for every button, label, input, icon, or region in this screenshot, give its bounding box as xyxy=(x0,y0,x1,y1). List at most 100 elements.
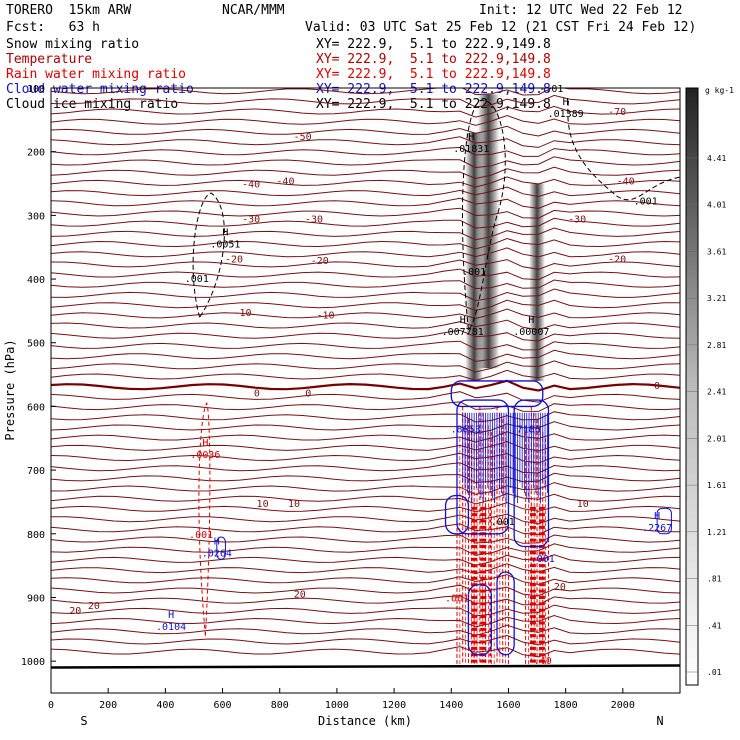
maximum-value: .7186 xyxy=(511,424,541,435)
temperature-contour xyxy=(51,462,680,474)
temperature-contour xyxy=(51,319,680,331)
temperature-label: 0 xyxy=(654,381,660,392)
temperature-contour xyxy=(51,482,680,495)
temperature-label: 20 xyxy=(294,590,306,601)
temperature-contour xyxy=(51,584,680,597)
temperature-label: -10 xyxy=(316,311,334,322)
cloud-ice-contour xyxy=(461,100,506,331)
temperature-contour xyxy=(51,502,680,513)
maximum-value: .2267 xyxy=(642,523,672,534)
rain-contour xyxy=(198,402,211,636)
temperature-contour xyxy=(51,452,680,464)
temperature-label: 20 xyxy=(554,582,566,593)
temperature-contour xyxy=(51,349,680,362)
snow-shading xyxy=(529,183,546,381)
temperature-label: 0 xyxy=(254,388,260,399)
temperature-label: -30 xyxy=(568,215,586,226)
maximum-h-marker: H xyxy=(222,228,228,239)
maximum-value: .01389 xyxy=(548,109,584,120)
y-tick-label: 500 xyxy=(27,339,45,350)
maximum-value: .0264 xyxy=(202,549,232,560)
model-title: TORERO 15km ARW xyxy=(6,3,132,18)
y-tick-label: 200 xyxy=(27,148,45,159)
temperature-contour xyxy=(51,176,680,188)
temperature-label: -50 xyxy=(294,132,312,143)
x-tick-label: 400 xyxy=(156,700,174,711)
temperature-contour xyxy=(51,513,680,525)
ground-line xyxy=(51,664,680,669)
temperature-label: -20 xyxy=(608,255,626,266)
temperature-contour xyxy=(51,624,680,636)
temperature-label: -30 xyxy=(242,215,260,226)
contour-value-label: -.01 xyxy=(539,84,563,95)
legend-label-rain: Rain water mixing ratio xyxy=(6,67,187,82)
temperature-contour xyxy=(51,563,680,575)
y-tick-label: 800 xyxy=(27,530,45,541)
legend-label-cloud-water: Cloud water mixing ratio xyxy=(6,82,194,97)
init-time: Init: 12 UTC Wed 22 Feb 12 xyxy=(479,3,683,18)
cloud-water-contours xyxy=(216,380,672,656)
axes: 0 200 400 600 800 1000 1200 1400 1600 1800 2000100… xyxy=(21,84,635,711)
temperature-label: -70 xyxy=(608,107,626,118)
x-tick-label: 1600 xyxy=(496,700,520,711)
maximum-h-marker: H xyxy=(460,315,466,326)
temperature-label: 10 xyxy=(257,499,269,510)
maximum-h-marker: H xyxy=(528,315,534,326)
temperature-label: -20 xyxy=(225,255,243,266)
temperature-contour xyxy=(51,523,680,536)
contour-value-label: .001 xyxy=(634,197,658,208)
contour-value-label: .001 xyxy=(491,517,515,528)
temperature-contour xyxy=(51,441,680,452)
y-axis-label: Pressure (hPa) xyxy=(3,339,17,440)
temperature-contour xyxy=(51,379,680,392)
maximum-value: .8653 xyxy=(451,424,481,435)
temperature-contour xyxy=(51,492,680,505)
temperature-contour xyxy=(51,308,680,320)
x-axis-label: Distance (km) xyxy=(318,714,412,728)
temperature-contour xyxy=(51,574,680,585)
temperature-contour xyxy=(51,411,680,423)
maximum-h-marker: H xyxy=(563,97,569,108)
temperature-contour xyxy=(51,146,680,157)
temperature-contour xyxy=(51,472,680,484)
x-tick-label: 800 xyxy=(271,700,289,711)
maximum-value: .01831 xyxy=(453,144,489,155)
temperature-label: 10 xyxy=(577,499,589,510)
temperature-contour xyxy=(51,268,680,281)
maximum-h-marker: H xyxy=(654,511,660,522)
temperature-contour xyxy=(51,595,680,606)
maximum-value: .007781 xyxy=(442,327,484,338)
temperature-contour xyxy=(51,94,680,108)
temperature-contour xyxy=(51,207,680,219)
temperature-label: 10 xyxy=(288,499,300,510)
x-tick-label: 2000 xyxy=(611,700,635,711)
maximum-h-marker: H xyxy=(168,610,174,621)
temperature-contour xyxy=(51,634,680,646)
temperature-contours xyxy=(51,88,680,669)
y-tick-label: 300 xyxy=(27,211,45,222)
temperature-contour xyxy=(51,369,680,381)
temperature-contour xyxy=(51,543,680,556)
x-tick-label: 1400 xyxy=(439,700,463,711)
temperature-contour xyxy=(51,614,680,628)
maximum-value: .0051 xyxy=(210,240,240,251)
x-tick-label: 200 xyxy=(99,700,117,711)
temperature-contour xyxy=(51,105,680,118)
temperature-label: -30 xyxy=(305,215,323,226)
temperature-label: 0 xyxy=(305,388,311,399)
temperature-contour xyxy=(51,288,680,302)
temperature-contour xyxy=(51,401,680,412)
temperature-label: 20 xyxy=(69,606,81,617)
temperature-label: -40 xyxy=(242,180,260,191)
temperature-contour xyxy=(51,534,680,544)
x-tick-label: 0 xyxy=(48,700,54,711)
temperature-contour xyxy=(51,166,680,180)
contour-value-label: .40 xyxy=(534,656,552,667)
cloud-water-contour xyxy=(216,536,226,560)
temperature-contour xyxy=(51,360,680,373)
temperature-contour xyxy=(51,259,680,270)
temperature-contour xyxy=(51,604,680,617)
maximum-value: .0036 xyxy=(190,450,220,461)
cloud-water-contour xyxy=(513,399,550,548)
